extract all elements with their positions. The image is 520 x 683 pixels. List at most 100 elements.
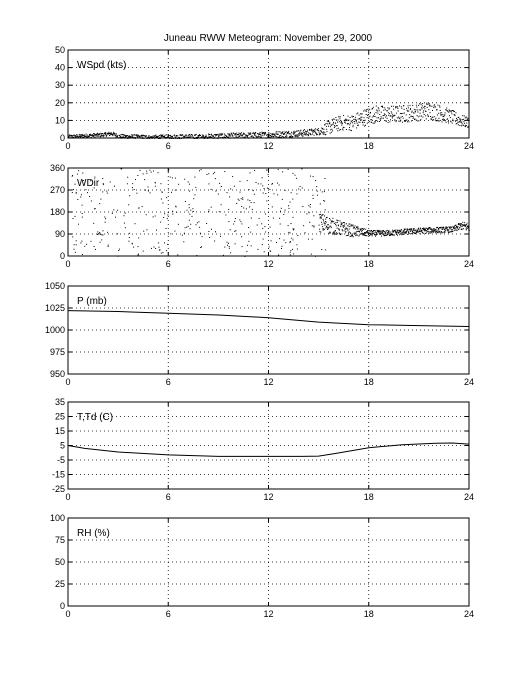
data-point	[364, 232, 365, 234]
data-point	[351, 235, 353, 237]
data-point	[238, 132, 240, 134]
data-point	[255, 135, 257, 137]
data-point	[412, 117, 414, 119]
data-point	[105, 135, 107, 137]
data-point	[324, 178, 326, 179]
data-point	[147, 137, 149, 139]
data-point	[83, 137, 85, 138]
data-point	[71, 135, 73, 136]
data-point	[200, 169, 202, 171]
data-point	[383, 113, 385, 115]
data-point	[109, 181, 111, 183]
data-point	[211, 133, 213, 135]
data-point	[465, 224, 467, 226]
data-point	[281, 248, 282, 249]
data-point	[224, 134, 226, 136]
data-point	[190, 136, 192, 138]
data-point	[468, 120, 470, 122]
data-point	[107, 133, 109, 135]
data-point	[352, 126, 354, 128]
data-point	[168, 137, 170, 139]
data-point	[118, 250, 120, 251]
data-point	[137, 246, 139, 248]
data-point	[310, 253, 312, 255]
data-point	[258, 135, 259, 137]
data-point	[77, 134, 79, 136]
y-tick-label: 1000	[45, 325, 65, 335]
data-point	[76, 134, 78, 136]
data-point	[434, 228, 436, 230]
data-point	[442, 228, 444, 230]
data-point	[99, 136, 101, 138]
data-point	[446, 107, 448, 109]
data-point	[327, 229, 329, 230]
data-point	[270, 137, 272, 139]
data-point	[146, 229, 148, 231]
data-point	[126, 137, 128, 139]
data-point	[255, 136, 257, 138]
data-point	[466, 224, 468, 225]
data-point	[323, 133, 325, 135]
data-point	[374, 230, 376, 232]
data-point	[358, 124, 359, 126]
data-point	[468, 120, 470, 121]
data-point	[109, 133, 111, 135]
data-point	[396, 229, 398, 231]
data-point	[192, 137, 194, 139]
data-point	[321, 215, 323, 217]
data-point	[448, 122, 449, 124]
data-point	[467, 126, 469, 128]
data-point	[199, 232, 201, 234]
data-point	[163, 136, 165, 137]
data-point	[217, 137, 219, 139]
data-point	[240, 133, 242, 135]
data-point	[336, 232, 338, 234]
data-point	[437, 227, 439, 229]
data-point	[237, 137, 239, 138]
data-point	[269, 136, 271, 138]
data-point	[90, 180, 92, 182]
data-point	[280, 132, 282, 134]
data-point	[174, 134, 176, 136]
data-point	[175, 206, 177, 208]
data-point	[360, 116, 362, 118]
data-point	[304, 133, 306, 135]
data-point	[275, 131, 277, 133]
data-point	[279, 223, 281, 225]
data-point	[348, 232, 349, 234]
data-point	[381, 232, 383, 234]
data-point	[117, 233, 119, 235]
data-point	[88, 136, 90, 138]
data-point	[131, 135, 133, 137]
data-point	[383, 235, 385, 237]
data-point	[93, 208, 95, 210]
data-point	[467, 227, 469, 229]
data-point	[349, 124, 351, 126]
data-point	[157, 136, 159, 138]
data-point	[114, 133, 116, 134]
data-point	[183, 241, 185, 243]
data-point	[411, 228, 412, 230]
data-point	[403, 112, 405, 114]
data-point	[138, 137, 139, 139]
data-point	[314, 129, 316, 131]
data-point	[285, 136, 287, 138]
data-point	[195, 186, 197, 188]
data-point	[214, 135, 216, 137]
data-point	[244, 133, 246, 135]
data-point	[313, 130, 315, 132]
data-point	[432, 231, 434, 233]
data-point	[358, 114, 360, 116]
data-point	[105, 133, 106, 135]
data-point	[196, 137, 198, 139]
data-point	[432, 230, 434, 232]
data-point	[393, 114, 395, 116]
data-point	[344, 228, 346, 230]
data-point	[302, 206, 304, 207]
data-point	[154, 134, 156, 136]
data-point	[433, 105, 435, 107]
data-point	[321, 214, 323, 216]
data-point	[338, 225, 339, 227]
data-point	[127, 137, 129, 139]
